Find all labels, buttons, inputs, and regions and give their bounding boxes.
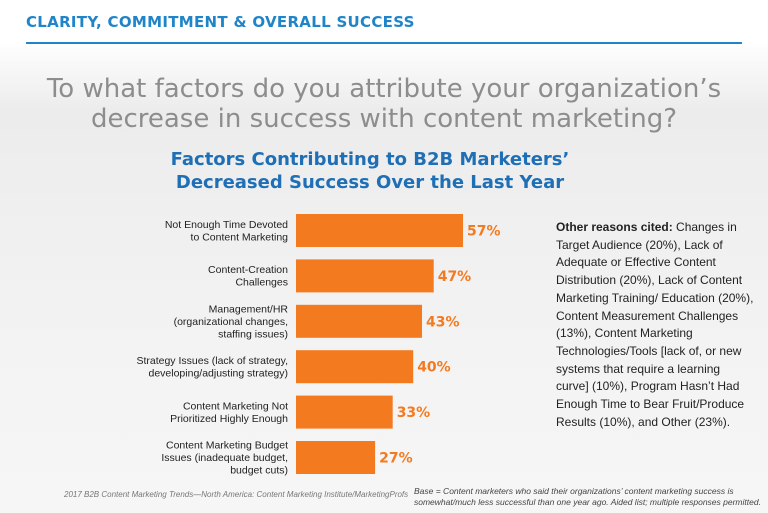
value-label-6: 27%	[379, 451, 413, 467]
category-label-2: Content-Creation Challenges	[208, 264, 288, 289]
other-reasons-text: Changes in Target Audience (20%), Lack o…	[556, 220, 754, 429]
bar-3	[296, 304, 422, 338]
other-reasons-note: Other reasons cited: Changes in Target A…	[556, 219, 756, 431]
category-label-3: Management/HR (organizational changes, sta…	[174, 303, 289, 340]
value-label-2: 47%	[438, 269, 472, 285]
source-citation: 2017 B2B Content Marketing Trends—North …	[64, 490, 409, 499]
header-bar: CLARITY, COMMITMENT & OVERALL SUCCESS	[0, 0, 768, 44]
chart-title-line-1: Factors Contributing to B2B Marketers’	[170, 149, 570, 170]
section-title: CLARITY, COMMITMENT & OVERALL SUCCESS	[26, 13, 415, 31]
value-label-4: 40%	[417, 360, 451, 376]
base-footnote: Base = Content marketers who said their …	[414, 486, 761, 507]
question-heading: To what factors do you attribute your or…	[46, 74, 722, 134]
bar-5	[296, 395, 393, 429]
bar-6	[296, 441, 376, 474]
header-divider	[26, 42, 742, 44]
chart-title: Factors Contributing to B2B Marketers’ D…	[130, 148, 610, 194]
value-label-5: 33%	[397, 405, 431, 421]
value-label-3: 43%	[426, 314, 460, 330]
category-label-4: Strategy Issues (lack of strategy, develo…	[136, 355, 288, 380]
bar-4	[296, 350, 414, 384]
value-label-1: 57%	[467, 224, 501, 240]
category-label-1: Not Enough Time Devoted to Content Market…	[165, 219, 288, 244]
category-label-6: Content Marketing Budget Issues (inadequa…	[161, 440, 288, 477]
category-label-5: Content Marketing Not Prioritized Highly …	[170, 400, 288, 425]
chart-title-line-2: Decreased Success Over the Last Year	[175, 172, 565, 193]
bar-1	[296, 214, 464, 247]
other-reasons-heading: Other reasons cited:	[556, 220, 673, 234]
bar-2	[296, 259, 434, 293]
